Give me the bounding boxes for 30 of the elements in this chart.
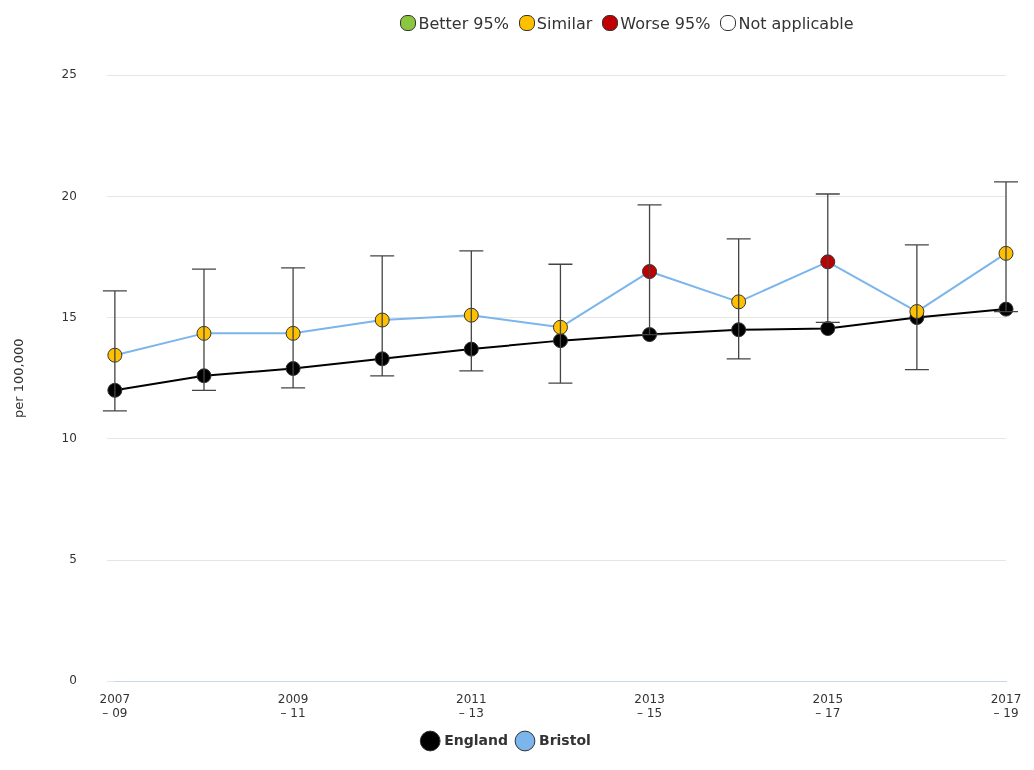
legend-label: Bristol — [538, 731, 591, 748]
legend-label: England — [444, 731, 508, 748]
y-tick-label: 20 — [61, 188, 77, 203]
y-axis-title: per 100,000 — [11, 338, 27, 418]
point — [374, 351, 390, 367]
text: Not applicable — [738, 13, 854, 33]
point — [731, 322, 747, 338]
y-tick-label: 10 — [61, 430, 77, 445]
point — [552, 333, 568, 349]
point — [731, 294, 747, 310]
point — [820, 254, 836, 270]
x-tick-label: 2017 – 19 — [990, 691, 1022, 720]
text: Similar — [536, 13, 593, 33]
text: Better 95% — [418, 13, 509, 33]
point — [552, 319, 568, 335]
point — [820, 321, 836, 337]
point — [463, 341, 479, 357]
text: Worse 95% — [620, 13, 711, 33]
y-tick-label: 0 — [69, 673, 77, 688]
point — [374, 312, 390, 328]
x-tick-label: 2015 – 17 — [812, 691, 844, 720]
x-tick-label: 2007 – 09 — [99, 691, 131, 720]
point — [463, 307, 479, 323]
x-tick-label: 2009 – 11 — [277, 691, 309, 720]
x-tick-label: 2011 – 13 — [456, 691, 487, 720]
y-tick-label: 25 — [61, 67, 77, 82]
x-tick-label: 2013 – 15 — [634, 691, 665, 720]
y-tick-label: 5 — [69, 552, 77, 567]
point — [642, 264, 658, 280]
y-tick-label: 15 — [61, 309, 77, 324]
